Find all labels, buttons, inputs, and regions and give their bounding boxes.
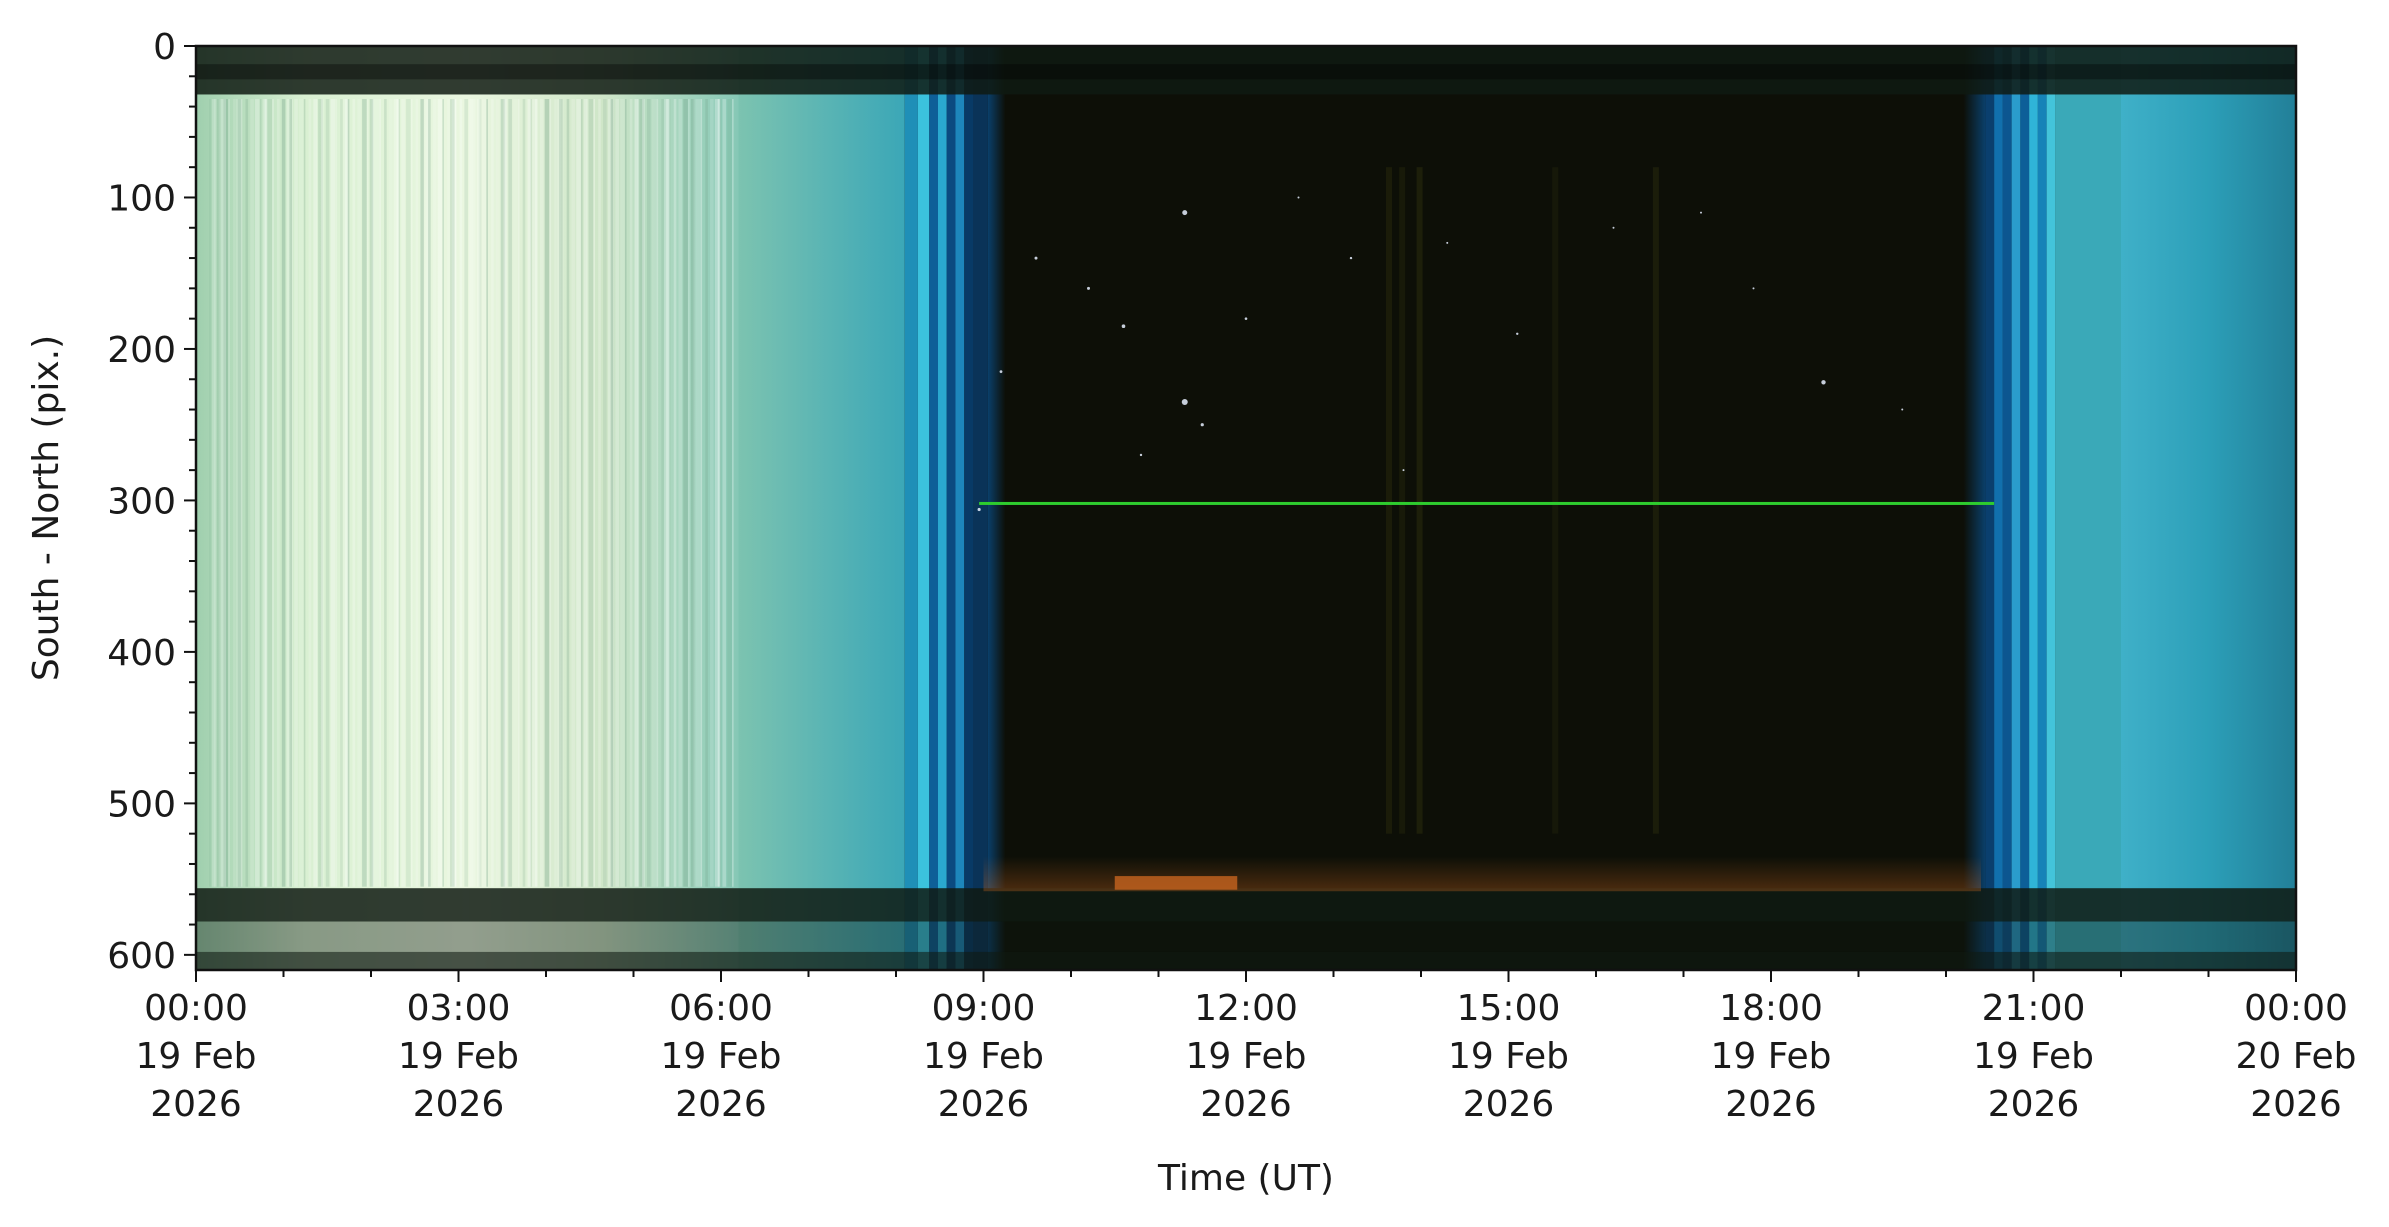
x-tick-label: 06:00 19 Feb 2026: [661, 988, 782, 1125]
x-tick-label: 18:00 19 Feb 2026: [1711, 988, 1832, 1125]
x-tick-label-line: 06:00: [669, 988, 773, 1029]
x-axis-label: Time (UT): [1157, 1158, 1334, 1199]
x-tick-label-line: 19 Feb: [1448, 1036, 1569, 1077]
evening-twilight: [2055, 46, 2121, 970]
x-tick-label: 03:00 19 Feb 2026: [398, 988, 519, 1125]
x-tick-label-line: 2026: [413, 1084, 505, 1125]
x-axis: 00:00 19 Feb 2026 03:00 19 Feb 2026 06:00 19 Fe…: [136, 970, 2357, 1125]
star: [1612, 226, 1615, 229]
twilight-stripe: [917, 46, 930, 970]
star: [1349, 256, 1353, 260]
x-tick-label: 15:00 19 Feb 2026: [1448, 988, 1569, 1125]
x-tick-label-line: 2026: [1988, 1084, 2080, 1125]
star: [1446, 241, 1449, 244]
star: [1752, 287, 1755, 290]
x-tick-label-line: 19 Feb: [661, 1036, 782, 1077]
twilight-stripe: [964, 46, 973, 970]
x-tick-label: 00:00 20 Feb 2026: [2236, 988, 2357, 1125]
star: [1297, 196, 1300, 199]
x-tick-label-line: 21:00: [1982, 988, 2086, 1029]
star: [1087, 286, 1090, 290]
x-tick-label-line: 19 Feb: [923, 1036, 1044, 1077]
star: [999, 370, 1003, 374]
morning-twilight: [738, 46, 905, 970]
star: [1821, 380, 1826, 385]
x-tick-label-line: 00:00: [144, 988, 248, 1029]
y-tick-label: 0: [153, 27, 176, 68]
star: [977, 507, 981, 512]
x-tick-label: 21:00 19 Feb 2026: [1973, 988, 2094, 1125]
night-edge-left: [987, 46, 1006, 970]
star: [1901, 408, 1904, 411]
x-tick-label-line: 19 Feb: [1711, 1036, 1832, 1077]
y-tick-label: 100: [107, 178, 176, 219]
x-tick-label-line: 12:00: [1194, 988, 1298, 1029]
twilight-stripe: [904, 46, 918, 970]
x-tick-label-line: 15:00: [1457, 988, 1561, 1029]
x-tick-label-line: 2026: [1200, 1084, 1292, 1125]
star: [1034, 256, 1038, 260]
night-edge-right: [1963, 46, 1986, 970]
twilight-stripe: [2029, 46, 2038, 970]
star: [1516, 332, 1519, 336]
star: [1200, 423, 1204, 427]
twilight-stripe: [2011, 46, 2021, 970]
twilight-stripe: [2020, 46, 2030, 970]
y-tick-label: 200: [107, 330, 176, 371]
twilight-stripe: [2046, 46, 2056, 970]
twilight-stripe: [955, 46, 965, 970]
y-axis: 0 100 200 300 400 500 600: [107, 27, 196, 977]
star: [1181, 398, 1188, 405]
bottom-dark-band: [196, 888, 2296, 922]
twilight-stripe: [2037, 46, 2047, 970]
x-tick-label-line: 19 Feb: [136, 1036, 257, 1077]
x-tick-label: 00:00 19 Feb 2026: [136, 988, 257, 1125]
x-tick-label-line: 2026: [938, 1084, 1030, 1125]
star-points: [977, 196, 1904, 512]
twilight-stripe: [938, 46, 947, 970]
x-tick-label-line: 19 Feb: [1973, 1036, 2094, 1077]
x-tick-label-line: 2026: [2250, 1084, 2342, 1125]
x-tick-label-line: 2026: [1725, 1084, 1817, 1125]
y-tick-label: 400: [107, 633, 176, 674]
twilight-stripe: [1994, 46, 2003, 970]
x-tick-label-line: 19 Feb: [1186, 1036, 1307, 1077]
x-tick-label-line: 2026: [150, 1084, 242, 1125]
keogram-image: [196, 46, 2296, 970]
x-tick-label-line: 18:00: [1719, 988, 1823, 1029]
green-horizontal-line: [979, 501, 1995, 505]
y-axis-label: South - North (pix.): [26, 335, 67, 681]
star: [1139, 453, 1143, 457]
y-tick-label: 300: [107, 481, 176, 522]
x-tick-label: 12:00 19 Feb 2026: [1186, 988, 1307, 1125]
twilight-stripe: [946, 46, 956, 970]
x-tick-label-line: 2026: [675, 1084, 767, 1125]
star: [1700, 211, 1702, 214]
x-tick-label-line: 00:00: [2244, 988, 2348, 1029]
x-tick-label-line: 03:00: [407, 988, 511, 1029]
x-tick-label: 09:00 19 Feb 2026: [923, 988, 1044, 1125]
twilight-stripe: [2002, 46, 2012, 970]
evening-sky: [2121, 46, 2296, 970]
y-tick-label: 500: [107, 784, 176, 825]
x-tick-label-line: 2026: [1463, 1084, 1555, 1125]
y-tick-label: 600: [107, 936, 176, 977]
green-line: [979, 501, 1995, 505]
top-dark-band: [196, 46, 2296, 95]
horizon-glow-bright: [1114, 876, 1238, 890]
x-tick-label-line: 19 Feb: [398, 1036, 519, 1077]
twilight-stripe: [1985, 46, 1995, 970]
star: [1402, 469, 1405, 472]
star: [1244, 317, 1248, 320]
x-tick-label-line: 09:00: [932, 988, 1036, 1029]
twilight-stripe: [973, 46, 988, 970]
x-tick-label-line: 20 Feb: [2236, 1036, 2357, 1077]
star: [1121, 324, 1126, 329]
star: [1182, 210, 1188, 216]
day-region: [196, 46, 739, 970]
twilight-stripe: [929, 46, 938, 970]
